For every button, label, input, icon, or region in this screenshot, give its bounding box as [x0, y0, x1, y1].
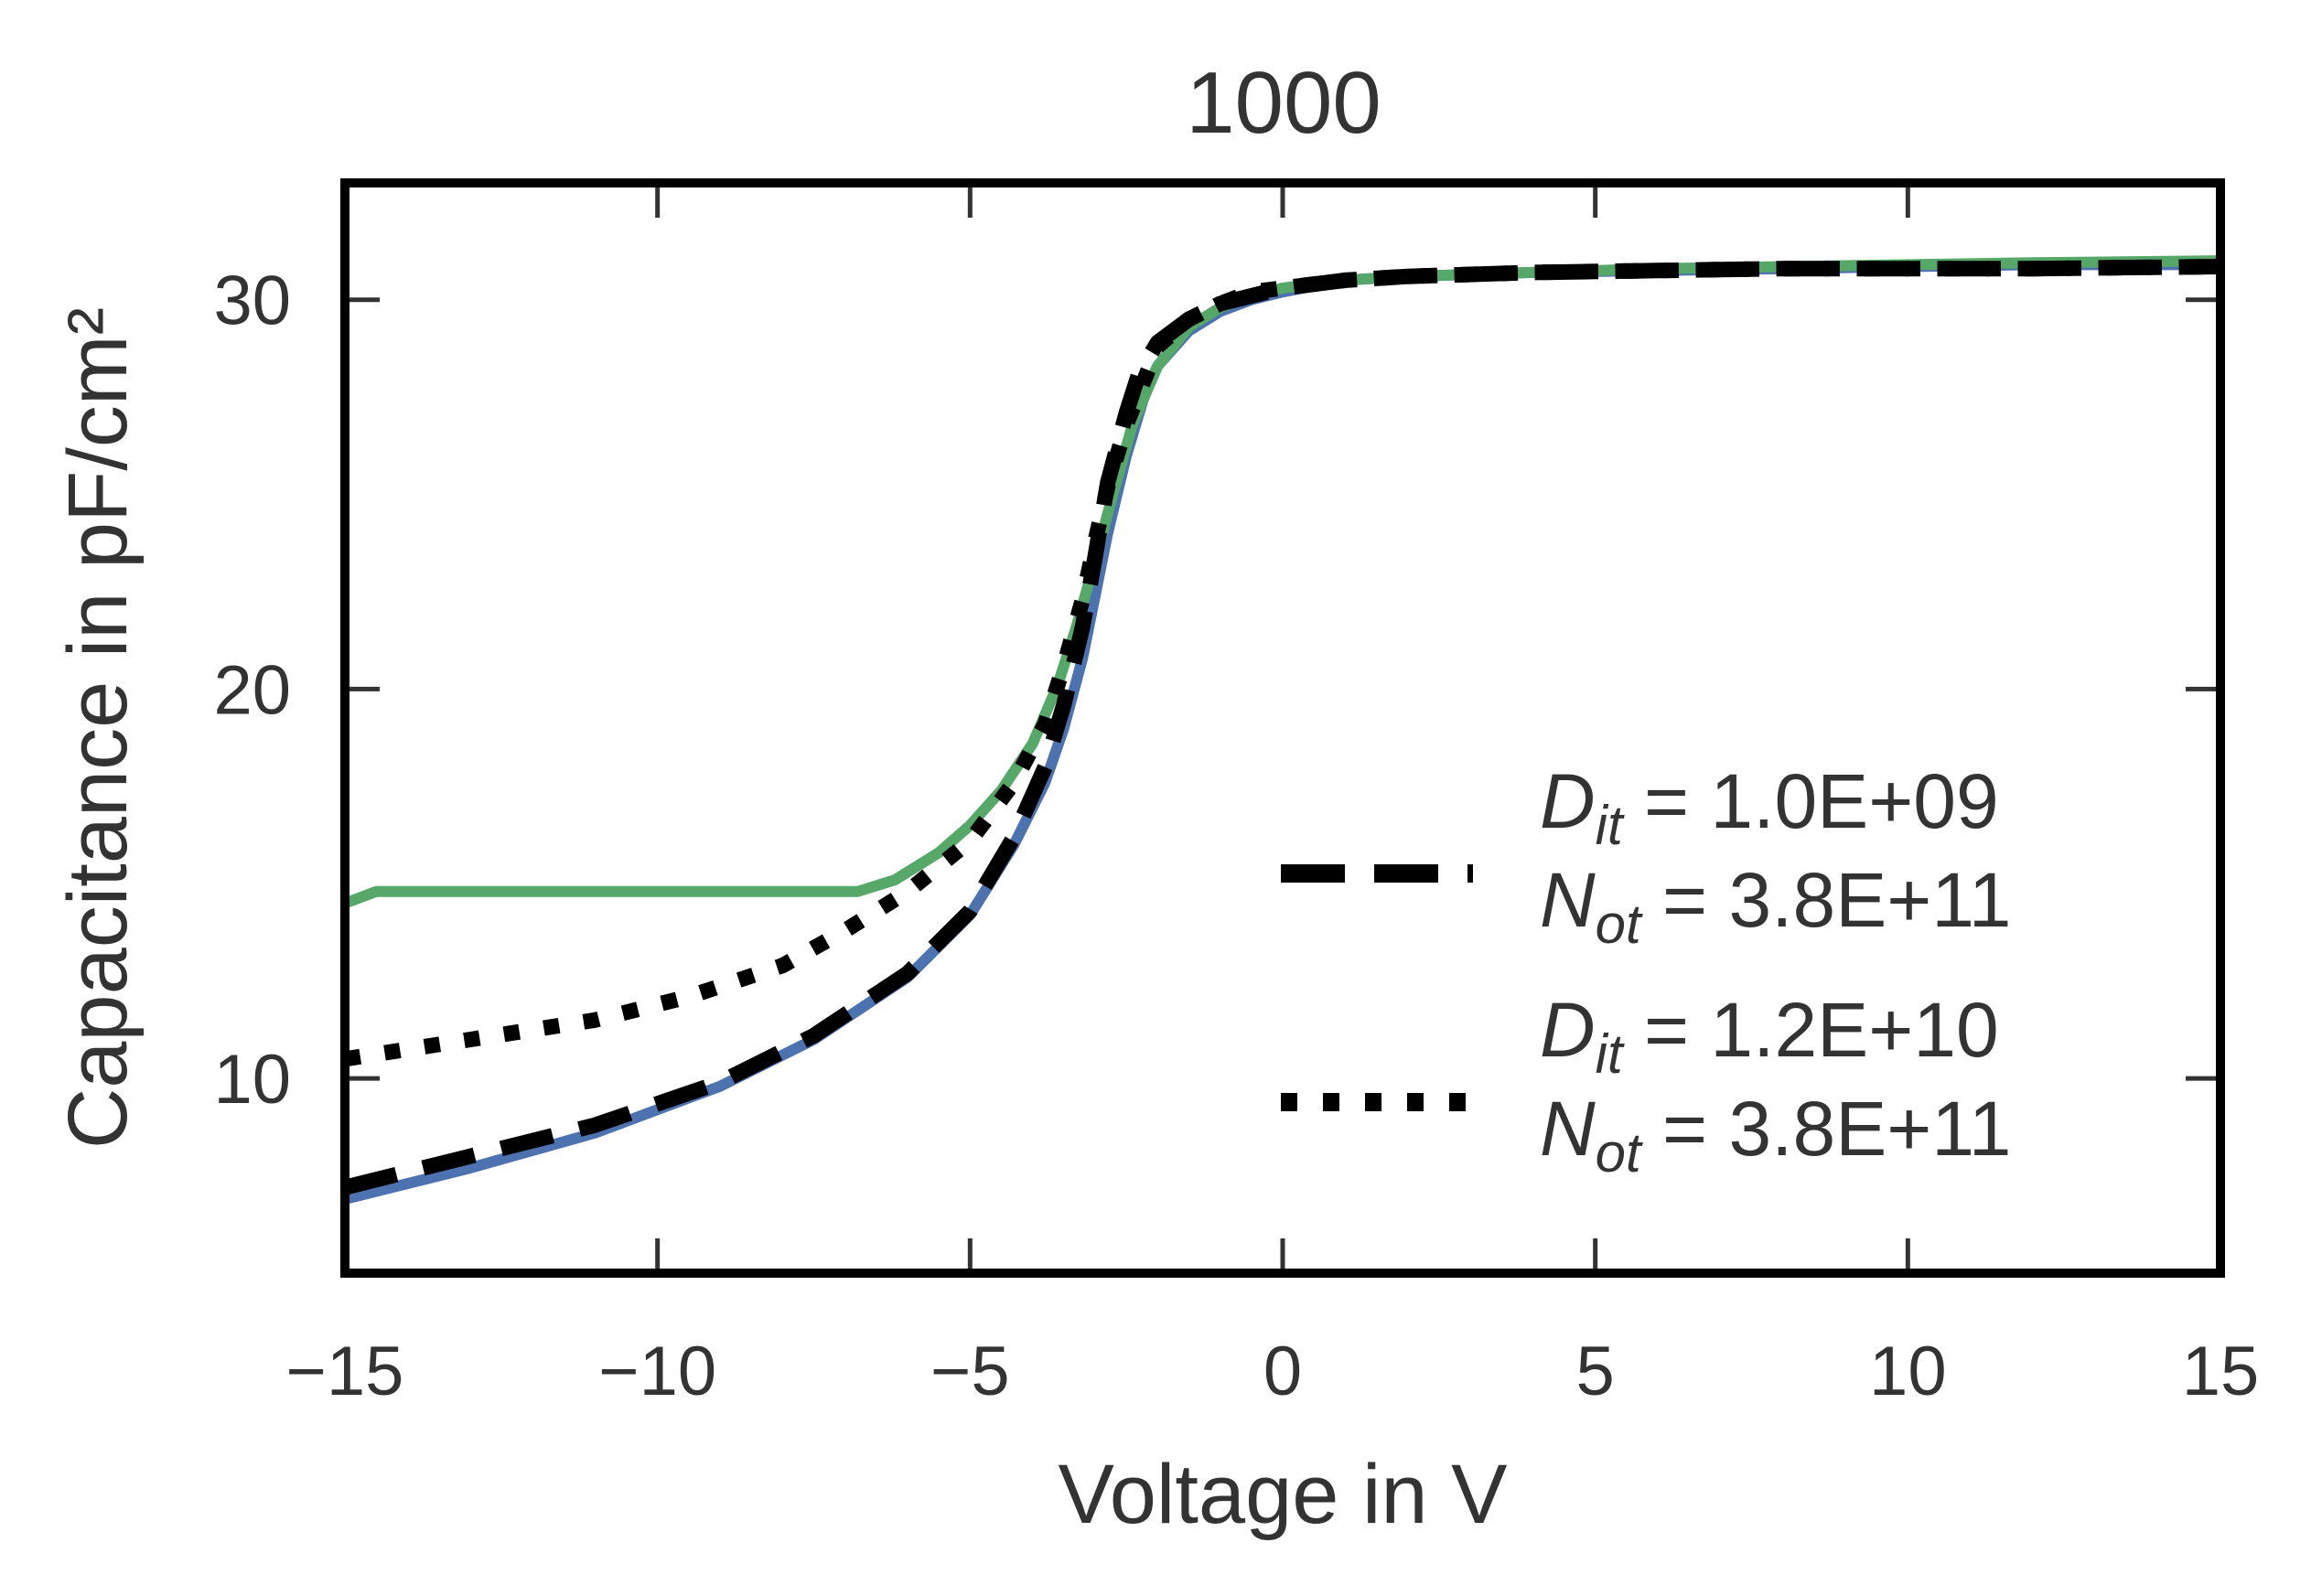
legend-entry-label: Not = 3.8E+11: [1540, 857, 2012, 955]
legend-entry-label: Not = 3.8E+11: [1540, 1086, 2012, 1184]
x-axis-label: Voltage in V: [1058, 1448, 1507, 1541]
x-tick-label: 0: [1263, 1333, 1302, 1410]
x-tick-label: 5: [1576, 1333, 1615, 1410]
series-layer: [342, 255, 2221, 1205]
series-line-dashed-3: [342, 259, 2221, 1195]
x-tick-label: 15: [2182, 1333, 2260, 1410]
legend-entry-label: Dit = 1.0E+09: [1540, 758, 1999, 856]
y-tick-label: 30: [213, 262, 291, 340]
x-tick-label: −10: [598, 1333, 716, 1410]
y-tick-label: 20: [213, 651, 291, 729]
x-tick-label: −15: [286, 1333, 404, 1410]
y-axis-label: Capacitance in pF/cm²: [51, 307, 145, 1149]
series-line-dotted-4: [343, 259, 2221, 1067]
chart-title: 1000: [1186, 54, 1381, 152]
plot-frame: [340, 178, 2225, 1278]
x-tick-label: 10: [1869, 1333, 1947, 1410]
y-tick-label: 10: [213, 1041, 291, 1119]
tick-layer: −15 −10 −5 0 5 10 15 10 20 30: [213, 183, 2259, 1410]
legend-entry-label: Dit = 1.2E+10: [1540, 987, 1999, 1085]
x-tick-label: −5: [930, 1333, 1010, 1410]
